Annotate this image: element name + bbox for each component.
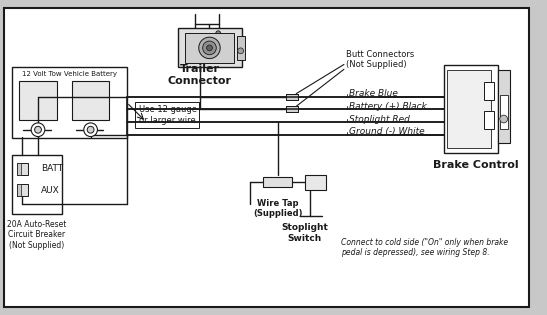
Text: Wire Tap
(Supplied): Wire Tap (Supplied) (253, 199, 302, 218)
Circle shape (31, 123, 45, 137)
Bar (484, 111, 494, 129)
Bar (287, 106, 298, 112)
Text: Stoplight
Switch: Stoplight Switch (282, 223, 328, 243)
Bar (16, 184, 28, 196)
Text: Battery (+) Black: Battery (+) Black (349, 102, 427, 111)
Bar (16, 163, 21, 175)
Text: 12 Volt Tow Vehicle Battery: 12 Volt Tow Vehicle Battery (22, 71, 117, 77)
Circle shape (202, 41, 216, 55)
Bar (500, 95, 508, 129)
Circle shape (34, 126, 42, 133)
Circle shape (500, 115, 508, 123)
Circle shape (207, 45, 212, 51)
Bar (287, 94, 298, 100)
Bar (447, 70, 491, 148)
Bar (185, 33, 234, 62)
Text: AUX: AUX (41, 186, 60, 195)
Bar (287, 94, 298, 100)
Bar (16, 184, 21, 196)
Text: Butt Connectors
(Not Supplied): Butt Connectors (Not Supplied) (346, 50, 414, 69)
Bar (287, 106, 298, 112)
Text: Brake Blue: Brake Blue (349, 89, 398, 98)
Text: BATT: BATT (41, 164, 63, 173)
Bar (178, 28, 242, 67)
Text: +: + (34, 125, 42, 135)
Bar (237, 36, 245, 60)
Circle shape (216, 31, 220, 36)
Circle shape (199, 37, 220, 59)
Text: Ground (-) White: Ground (-) White (349, 127, 424, 136)
Text: Connect to cold side ("On" only when brake
pedal is depressed), see wiring Step : Connect to cold side ("On" only when bra… (341, 238, 508, 257)
Text: Brake Control: Brake Control (433, 160, 518, 170)
Circle shape (87, 126, 94, 133)
Bar (136, 102, 199, 128)
Bar (11, 67, 127, 138)
Text: −: − (85, 123, 96, 136)
Text: Stoplight Red: Stoplight Red (349, 115, 410, 123)
Bar (305, 175, 327, 190)
Circle shape (238, 48, 243, 54)
Bar (484, 82, 494, 100)
Bar (11, 155, 62, 214)
Bar (20, 81, 56, 120)
Text: 20A Auto-Reset
Circuit Breaker
(Not Supplied): 20A Auto-Reset Circuit Breaker (Not Supp… (7, 220, 67, 250)
Text: Use 12 gauge
or larger wire: Use 12 gauge or larger wire (138, 106, 196, 125)
Text: Trailer
Connector: Trailer Connector (168, 64, 232, 86)
Circle shape (84, 123, 97, 137)
Bar (72, 81, 109, 120)
Bar (444, 66, 498, 153)
Bar (16, 163, 28, 175)
Bar (498, 70, 510, 143)
Bar (263, 177, 292, 187)
